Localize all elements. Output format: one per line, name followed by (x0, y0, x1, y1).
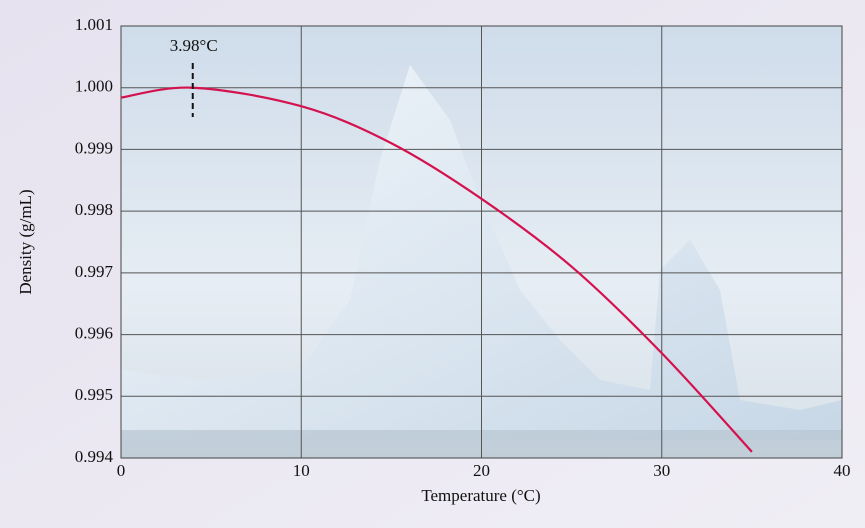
y-tick-label: 0.998 (75, 200, 113, 219)
x-axis-label: Temperature (°C) (421, 486, 540, 505)
y-tick-label: 1.000 (75, 77, 113, 96)
plot-border (120, 25, 843, 459)
x-tick-label: 10 (293, 461, 310, 480)
y-tick-label: 0.999 (75, 138, 113, 157)
x-tick-label: 20 (473, 461, 490, 480)
x-tick-label: 0 (117, 461, 126, 480)
y-tick-label: 0.994 (75, 447, 114, 466)
y-axis-label: Density (g/mL) (16, 189, 35, 294)
y-tick-label: 1.001 (75, 15, 113, 34)
annotation-label: 3.98°C (170, 36, 218, 55)
data-line (120, 86, 753, 453)
x-tick-label: 30 (653, 461, 670, 480)
y-tick-label: 0.997 (75, 262, 114, 281)
x-tick-label: 40 (834, 461, 851, 480)
y-tick-label: 0.996 (75, 323, 113, 342)
y-tick-label: 0.995 (75, 385, 113, 404)
